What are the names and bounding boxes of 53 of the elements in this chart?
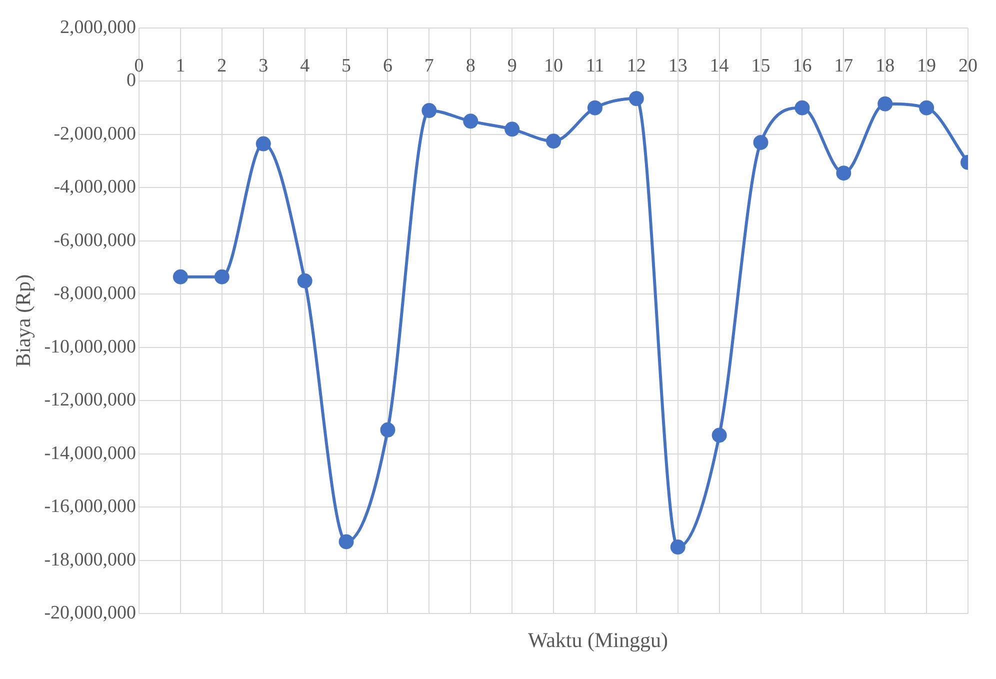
point xyxy=(214,269,230,284)
point xyxy=(587,100,602,116)
point xyxy=(338,534,354,550)
point xyxy=(919,100,934,116)
point xyxy=(463,114,478,129)
x-tick-label: 1 xyxy=(176,56,186,77)
y-tick-label: -2,000,000 xyxy=(54,123,136,144)
x-tick-label: 7 xyxy=(424,56,434,77)
y-tick-label: -20,000,000 xyxy=(44,602,136,624)
x-tick-label: 4 xyxy=(300,56,310,77)
x-tick-label: 11 xyxy=(586,56,604,77)
x-tick-label: 2 xyxy=(217,56,227,77)
x-tick-label: 3 xyxy=(258,56,268,77)
point xyxy=(504,122,520,137)
x-axis-title: Waktu (Minggu) xyxy=(526,628,670,653)
y-tick-label: 0 xyxy=(126,70,136,92)
y-axis-title: Biaya (Rp) xyxy=(11,274,36,368)
x-tick-label: 13 xyxy=(668,56,688,77)
x-tick-label: 6 xyxy=(382,56,392,77)
x-tick-label: 20 xyxy=(958,56,978,77)
y-tick-label: -16,000,000 xyxy=(44,496,136,518)
point xyxy=(794,100,810,116)
y-tick-label: 2,000,000 xyxy=(60,16,136,38)
point xyxy=(546,134,562,149)
point xyxy=(380,422,396,438)
x-tick-label: 17 xyxy=(834,56,854,77)
y-tick-label: -6,000,000 xyxy=(54,230,136,251)
x-tick-label: 14 xyxy=(710,56,730,77)
point xyxy=(256,136,271,152)
point xyxy=(836,166,852,181)
y-tick-label: -8,000,000 xyxy=(54,283,136,304)
x-tick-label: 16 xyxy=(792,56,812,77)
x-tick-label: 12 xyxy=(626,56,646,77)
x-tick-label: 18 xyxy=(876,56,895,77)
x-tick-label: 9 xyxy=(507,56,517,77)
point xyxy=(878,96,893,112)
y-tick-label: -4,000,000 xyxy=(54,176,136,198)
x-tick-label: 19 xyxy=(917,56,936,77)
y-tick-label: -18,000,000 xyxy=(44,549,136,570)
point xyxy=(422,103,437,118)
y-tick-label: -12,000,000 xyxy=(44,390,136,411)
point xyxy=(297,273,312,288)
y-tick-label: -14,000,000 xyxy=(44,442,136,464)
point xyxy=(172,269,188,284)
point xyxy=(670,540,686,555)
x-tick-label: 5 xyxy=(342,56,352,77)
x-tick-label: 8 xyxy=(466,56,476,77)
point xyxy=(753,134,768,150)
point xyxy=(628,91,644,106)
x-tick-label: 15 xyxy=(751,56,770,77)
point xyxy=(712,428,727,443)
y-tick-label: -10,000,000 xyxy=(44,336,136,358)
x-tick-label: 10 xyxy=(544,56,564,77)
